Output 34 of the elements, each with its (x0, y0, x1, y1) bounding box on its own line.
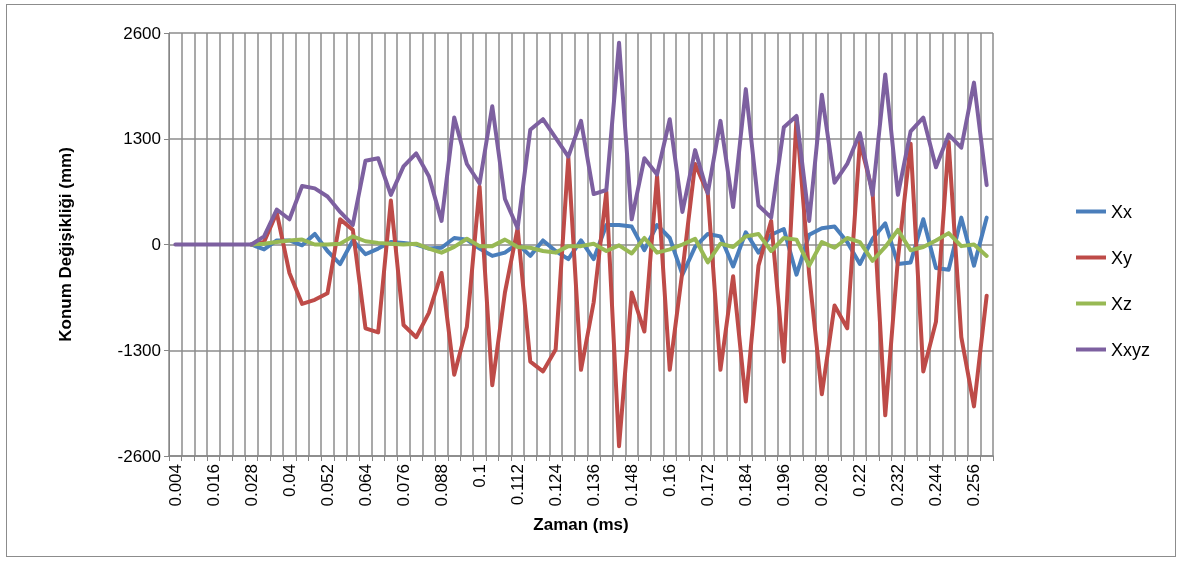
x-tick-label: 0.016 (203, 464, 223, 507)
x-tick-label: 0.208 (812, 464, 832, 507)
x-tick-label: 0.088 (432, 464, 452, 507)
line-series (173, 40, 989, 247)
x-tick-label: 0.076 (394, 464, 414, 507)
x-tick-label: 0.112 (508, 464, 528, 506)
x-tick-label: 0.148 (622, 464, 642, 507)
y-tick-label: 0 (151, 235, 161, 254)
y-tick-label: -2600 (117, 446, 161, 466)
x-tick-label: 0.052 (317, 464, 337, 507)
y-tick-label: -1300 (117, 340, 161, 360)
x-tick-label: 0.232 (888, 464, 908, 507)
x-tick-label: 0.028 (241, 464, 261, 507)
x-tick-label: 0.172 (698, 464, 718, 507)
x-tick-label: 0.184 (736, 464, 756, 507)
x-tick-label: 0.244 (926, 464, 946, 507)
y-tick-label: 2600 (123, 23, 161, 43)
x-tick-label: 0.124 (546, 464, 566, 507)
x-tick-label: 0.16 (660, 464, 680, 498)
x-tick-label: 0.04 (279, 464, 299, 498)
x-tick-label: 0.004 (165, 464, 185, 507)
x-axis-title: Zaman (ms) (533, 514, 629, 534)
x-tick-label: 0.256 (964, 464, 984, 507)
legend-label: Xxyz (1110, 339, 1151, 360)
x-tick-label: 0.1 (470, 464, 490, 488)
x-tick-label: 0.196 (774, 464, 794, 507)
y-axis-title: Konum Değişikliği (mm) (56, 147, 75, 342)
legend-label: Xy (1110, 247, 1133, 268)
x-tick-label: 0.064 (355, 464, 375, 507)
y-tick-label: 1300 (123, 129, 161, 149)
x-tick-label: 0.22 (850, 464, 870, 498)
x-tick-label: 0.136 (584, 464, 604, 507)
legend-label: Xz (1110, 293, 1133, 314)
legend-label: Xx (1110, 201, 1133, 222)
